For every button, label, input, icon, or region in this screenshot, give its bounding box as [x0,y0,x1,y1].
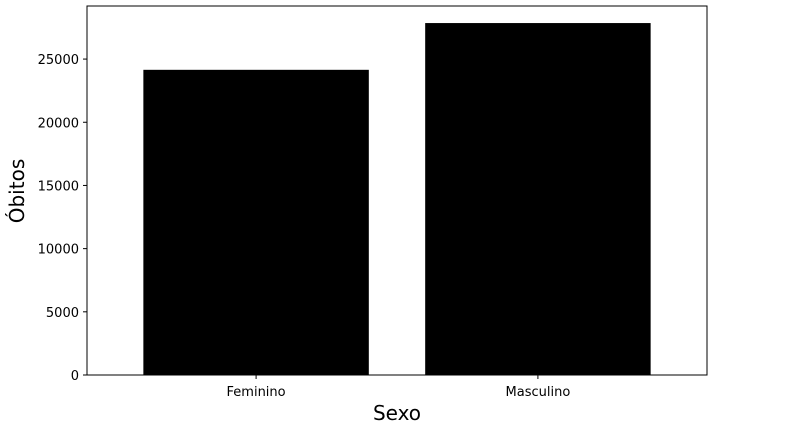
y-axis-ticks: 0 5000 10000 15000 20000 25000 [38,53,87,384]
y-tick-label: 20000 [38,116,79,131]
x-axis-ticks: Feminino Masculino [227,375,571,400]
x-axis-label: Sexo [373,401,421,424]
y-tick-label: 25000 [38,53,79,68]
y-tick-label: 10000 [38,243,79,258]
x-tick-label: Feminino [227,385,286,400]
y-tick-label: 0 [71,369,79,384]
bar-masculino [425,23,651,375]
plot-frame [86,5,708,376]
y-axis-label: Óbitos [5,159,29,224]
y-tick-label: 15000 [38,179,79,194]
x-tick-label: Masculino [506,385,571,400]
bars-group [143,23,651,376]
bar-feminino [143,69,369,376]
y-tick-label: 5000 [46,306,79,321]
